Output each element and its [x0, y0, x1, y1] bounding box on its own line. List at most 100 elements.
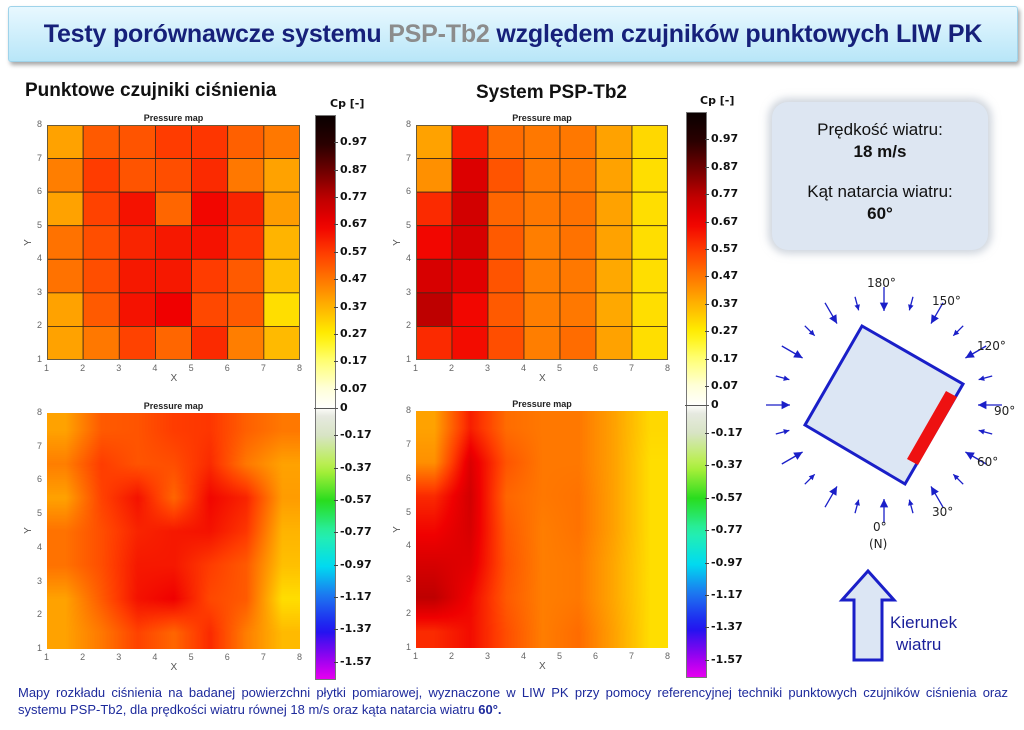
pressure-map-smooth-psp: [416, 411, 668, 648]
colorbar-tick: [705, 358, 709, 360]
y-axis-label: Y: [22, 527, 34, 534]
heatmap-cell: [155, 292, 192, 327]
heatmap-cell: [487, 158, 525, 193]
colorbar-tick: [705, 659, 709, 661]
colorbar-left: [315, 115, 336, 680]
colorbar-tick: [334, 224, 338, 226]
wind-arrow-head-icon: [931, 314, 939, 324]
y-axis-label: Y: [391, 238, 403, 246]
y-tick-label: 4: [406, 540, 412, 551]
colorbar-tick: [334, 467, 338, 469]
heatmap-cell: [191, 326, 229, 360]
pressure-map-smooth-sensors: [47, 413, 300, 649]
colorbar-tick: [334, 169, 338, 171]
plot-title: Pressure map: [143, 113, 204, 123]
wind-arrow-head-icon: [781, 400, 790, 410]
y-tick-label: 1: [406, 354, 412, 364]
heatmap-cell: [595, 326, 633, 360]
heatmap-cell: [416, 258, 453, 294]
heatmap-cell: [451, 125, 489, 159]
heatmap-cell: [118, 326, 156, 360]
heatmap-cell: [118, 158, 156, 193]
colorbar-tick: [705, 386, 709, 388]
heatmap-cell: [263, 125, 300, 159]
wind-arrow-head-icon: [978, 375, 985, 381]
wind-arrow-head-icon: [793, 452, 803, 460]
heatmap-cell: [82, 191, 120, 227]
y-axis-label: Y: [391, 525, 403, 533]
heatmap-cell: [451, 292, 489, 327]
heatmap-cell: [595, 191, 633, 227]
colorbar-tick: [705, 249, 709, 251]
wind-arrow-head-icon: [879, 302, 889, 311]
heatmap-cell: [631, 125, 668, 159]
colorbar-tick-label: -1.17: [711, 587, 743, 601]
angle-label-30: 30°: [932, 505, 954, 519]
colorbar-right: [686, 112, 707, 678]
wind-speed-label: Prędkość wiatru:: [817, 120, 943, 139]
heatmap-cell: [631, 326, 668, 360]
y-tick-label: 1: [37, 354, 43, 364]
heatmap-cell: [155, 125, 192, 159]
heatmap-cell: [523, 258, 561, 294]
x-tick-label: 1: [44, 363, 50, 373]
colorbar-title-right: Cp [-]: [700, 94, 735, 107]
x-tick-label: 4: [152, 652, 158, 662]
colorbar-tick: [705, 166, 709, 168]
colorbar-tick: [334, 388, 338, 390]
wind-direction-arrow-icon: [838, 568, 898, 662]
colorbar-tick-label: -0.77: [711, 523, 743, 537]
heatmap-cell: [559, 258, 597, 294]
colorbar-tick-label: -0.37: [711, 458, 743, 472]
heatmap-cell: [416, 125, 453, 159]
colorbar-tick-label: 0.57: [340, 244, 368, 258]
x-tick-label: 1: [413, 363, 419, 373]
colorbar-tick: [705, 276, 709, 278]
y-tick-label: 5: [37, 219, 43, 230]
colorbar-tick-label: 0.47: [711, 269, 739, 283]
heatmap-cell: [416, 225, 453, 260]
heatmap-cell: [559, 191, 597, 227]
x-tick-label: 2: [80, 363, 86, 373]
heatmap-cell: [523, 191, 561, 227]
y-tick-label: 5: [406, 506, 412, 517]
wind-arrow-head-icon: [931, 486, 939, 496]
colorbar-tick-label: -0.17: [711, 425, 743, 439]
y-tick-label: 7: [37, 152, 43, 163]
heatmap-cell: [263, 258, 300, 294]
heatmap-cell: [559, 158, 597, 193]
title-text-2: względem czujników punktowych LIW PK: [489, 19, 983, 48]
y-tick-label: 5: [406, 219, 412, 230]
heatmap-cell: [227, 125, 265, 159]
colorbar-tick-label: 0.77: [340, 190, 368, 204]
y-axis-label: Y: [22, 238, 34, 246]
heatmap-cell: [155, 158, 192, 193]
x-tick-label: 3: [485, 651, 491, 661]
x-axis-label: X: [539, 373, 546, 384]
heatmap-cell: [155, 326, 192, 360]
colorbar-zero-line: [685, 405, 709, 407]
wind-arrow-head-icon: [965, 350, 975, 358]
heatmap-cell: [191, 191, 229, 227]
colorbar-tick-label: -0.37: [340, 460, 372, 474]
heatmap-cell: [631, 258, 668, 294]
colorbar-tick: [334, 251, 338, 253]
heatmap-cell: [47, 292, 84, 327]
heatmap-cell: [523, 158, 561, 193]
heatmap-cell: [451, 225, 489, 260]
figure-caption: Mapy rozkładu ciśnienia na badanej powie…: [18, 684, 1008, 718]
x-tick-label: 2: [80, 652, 86, 662]
colorbar-tick: [705, 594, 709, 596]
colorbar-tick: [705, 139, 709, 141]
wind-arrow-head-icon: [953, 329, 960, 336]
colorbar-tick: [334, 361, 338, 363]
heatmap-cell: [191, 158, 229, 193]
heatmap-cell: [47, 125, 84, 159]
x-tick-label: 5: [557, 651, 563, 661]
heatmap-cell: [416, 292, 453, 327]
colorbar-tick-label: 0.37: [711, 296, 739, 310]
x-tick-label: 8: [297, 652, 303, 662]
left-panel-heading: Punktowe czujniki ciśnienia: [25, 80, 277, 101]
y-tick-label: 8: [406, 405, 412, 415]
heatmap-cell: [263, 158, 300, 193]
